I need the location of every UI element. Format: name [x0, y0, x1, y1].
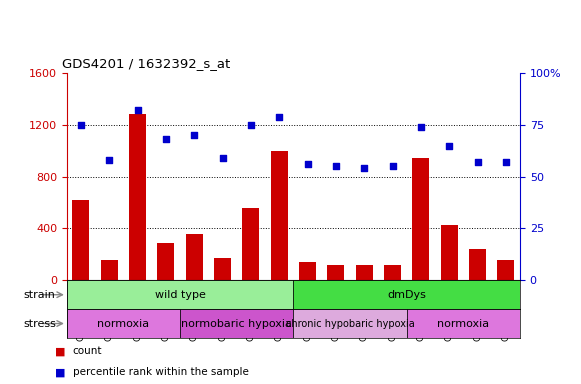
Point: [246, 122, 256, 128]
Bar: [407, 309, 520, 338]
Point: [162, 136, 171, 142]
Bar: [129, 114, 146, 280]
Bar: [157, 243, 174, 280]
Bar: [73, 200, 89, 280]
Text: ■: ■: [55, 367, 66, 377]
Point: [303, 161, 312, 167]
Point: [444, 142, 454, 149]
Point: [133, 107, 142, 113]
Text: percentile rank within the sample: percentile rank within the sample: [73, 367, 249, 377]
Text: ■: ■: [55, 346, 66, 356]
Text: normoxia: normoxia: [437, 318, 489, 329]
Point: [218, 155, 227, 161]
Text: count: count: [73, 346, 102, 356]
Bar: [299, 262, 316, 280]
Text: normoxia: normoxia: [98, 318, 149, 329]
Text: stress: stress: [23, 318, 56, 329]
Bar: [242, 208, 259, 280]
Bar: [328, 265, 345, 280]
Point: [105, 157, 114, 163]
Text: normobaric hypoxia: normobaric hypoxia: [181, 318, 292, 329]
Bar: [413, 159, 429, 280]
Text: strain: strain: [23, 290, 55, 300]
Point: [388, 163, 397, 169]
Bar: [356, 265, 373, 280]
Text: dmDys: dmDys: [388, 290, 426, 300]
Text: chronic hypobaric hypoxia: chronic hypobaric hypoxia: [286, 318, 414, 329]
Bar: [67, 280, 293, 309]
Bar: [101, 260, 118, 280]
Bar: [497, 260, 514, 280]
Text: GDS4201 / 1632392_s_at: GDS4201 / 1632392_s_at: [62, 57, 231, 70]
Point: [416, 124, 425, 130]
Point: [473, 159, 482, 165]
Bar: [440, 225, 458, 280]
Bar: [67, 309, 180, 338]
Point: [360, 165, 369, 171]
Point: [275, 113, 284, 119]
Bar: [186, 234, 203, 280]
Bar: [384, 265, 401, 280]
Point: [189, 132, 199, 138]
Bar: [293, 280, 520, 309]
Point: [76, 122, 85, 128]
Point: [331, 163, 340, 169]
Bar: [293, 309, 407, 338]
Bar: [180, 309, 293, 338]
Text: wild type: wild type: [155, 290, 206, 300]
Bar: [469, 248, 486, 280]
Bar: [214, 258, 231, 280]
Bar: [271, 151, 288, 280]
Point: [501, 159, 511, 165]
